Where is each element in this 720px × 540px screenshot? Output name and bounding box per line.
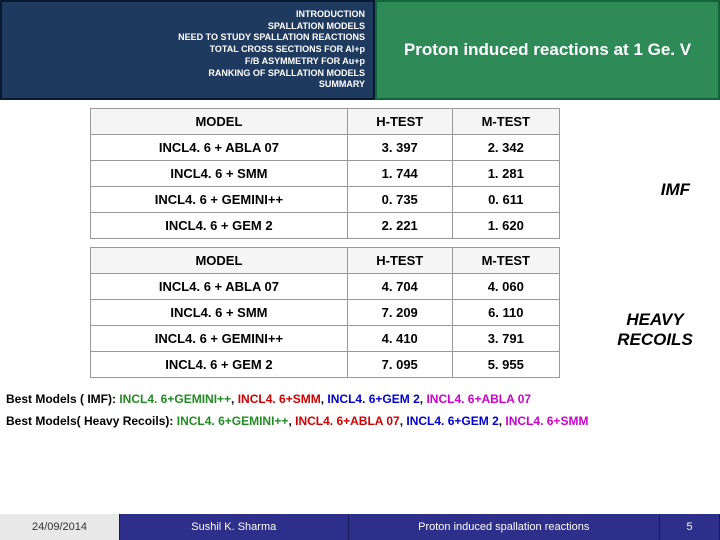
rank-4: INCL4. 6+SMM: [505, 414, 588, 428]
table-row: INCL4. 6 + GEM 2 2. 221 1. 620: [91, 213, 560, 239]
table-header-row: MODEL H-TEST M-TEST: [91, 109, 560, 135]
col-header: H-TEST: [347, 248, 452, 274]
title-panel: Proton induced reactions at 1 Ge. V: [375, 0, 720, 100]
footer-bar: 24/09/2014 Sushil K. Sharma Proton induc…: [0, 514, 720, 540]
cell: 7. 095: [347, 352, 452, 378]
cell: 4. 704: [347, 274, 452, 300]
footer-page: 5: [660, 514, 720, 540]
cell: INCL4. 6 + GEM 2: [91, 213, 348, 239]
best-line-heavy: Best Models( Heavy Recoils): INCL4. 6+GE…: [6, 414, 714, 428]
col-header: MODEL: [91, 248, 348, 274]
cell: 4. 410: [347, 326, 452, 352]
cell: INCL4. 6 + SMM: [91, 300, 348, 326]
cell: INCL4. 6 + GEM 2: [91, 352, 348, 378]
nav-panel: INTRODUCTION SPALLATION MODELS NEED TO S…: [0, 0, 375, 100]
nav-item: RANKING OF SPALLATION MODELS: [178, 68, 365, 80]
cell: INCL4. 6 + SMM: [91, 161, 348, 187]
header-bar: INTRODUCTION SPALLATION MODELS NEED TO S…: [0, 0, 720, 100]
cell: 0. 735: [347, 187, 452, 213]
side-label-heavy: HEAVY RECOILS: [600, 310, 710, 350]
nav-item: F/B ASYMMETRY FOR Au+p: [178, 56, 365, 68]
best-label: Best Models ( IMF):: [6, 392, 119, 406]
table-row: INCL4. 6 + GEM 2 7. 095 5. 955: [91, 352, 560, 378]
nav-list: INTRODUCTION SPALLATION MODELS NEED TO S…: [178, 9, 365, 91]
cell: 1. 281: [452, 161, 559, 187]
table-row: INCL4. 6 + SMM 7. 209 6. 110: [91, 300, 560, 326]
footer-topic: Proton induced spallation reactions: [349, 514, 661, 540]
page-title: Proton induced reactions at 1 Ge. V: [404, 40, 691, 60]
cell: 1. 744: [347, 161, 452, 187]
table-row: INCL4. 6 + ABLA 07 3. 397 2. 342: [91, 135, 560, 161]
nav-item: NEED TO STUDY SPALLATION REACTIONS: [178, 32, 365, 44]
best-label: Best Models( Heavy Recoils):: [6, 414, 173, 428]
rank-3: INCL4. 6+GEM 2: [327, 392, 419, 406]
nav-item: SPALLATION MODELS: [178, 21, 365, 33]
best-models-summary: Best Models ( IMF): INCL4. 6+GEMINI++, I…: [0, 392, 720, 428]
table-heavy-recoils: MODEL H-TEST M-TEST INCL4. 6 + ABLA 07 4…: [90, 247, 560, 378]
rank-1: INCL4. 6+GEMINI++: [177, 414, 289, 428]
table-row: INCL4. 6 + GEMINI++ 4. 410 3. 791: [91, 326, 560, 352]
cell: 2. 342: [452, 135, 559, 161]
cell: 3. 397: [347, 135, 452, 161]
cell: INCL4. 6 + ABLA 07: [91, 274, 348, 300]
cell: INCL4. 6 + ABLA 07: [91, 135, 348, 161]
table-header-row: MODEL H-TEST M-TEST: [91, 248, 560, 274]
best-line-imf: Best Models ( IMF): INCL4. 6+GEMINI++, I…: [6, 392, 714, 406]
footer-author: Sushil K. Sharma: [120, 514, 349, 540]
tables-area: MODEL H-TEST M-TEST INCL4. 6 + ABLA 07 3…: [0, 100, 720, 378]
nav-item: TOTAL CROSS SECTIONS FOR Al+p: [178, 44, 365, 56]
col-header: H-TEST: [347, 109, 452, 135]
cell: 7. 209: [347, 300, 452, 326]
rank-2: INCL4. 6+ABLA 07: [295, 414, 400, 428]
nav-item: INTRODUCTION: [178, 9, 365, 21]
cell: INCL4. 6 + GEMINI++: [91, 187, 348, 213]
table-imf: MODEL H-TEST M-TEST INCL4. 6 + ABLA 07 3…: [90, 108, 560, 239]
cell: 2. 221: [347, 213, 452, 239]
rank-2: INCL4. 6+SMM: [238, 392, 321, 406]
rank-4: INCL4. 6+ABLA 07: [426, 392, 531, 406]
table-row: INCL4. 6 + SMM 1. 744 1. 281: [91, 161, 560, 187]
table-row: INCL4. 6 + GEMINI++ 0. 735 0. 611: [91, 187, 560, 213]
col-header: M-TEST: [452, 248, 559, 274]
side-label-imf: IMF: [661, 180, 690, 200]
col-header: M-TEST: [452, 109, 559, 135]
table-row: INCL4. 6 + ABLA 07 4. 704 4. 060: [91, 274, 560, 300]
rank-3: INCL4. 6+GEM 2: [406, 414, 498, 428]
nav-item: SUMMARY: [178, 79, 365, 91]
col-header: MODEL: [91, 109, 348, 135]
cell: 5. 955: [452, 352, 559, 378]
rank-1: INCL4. 6+GEMINI++: [119, 392, 231, 406]
cell: 6. 110: [452, 300, 559, 326]
cell: 0. 611: [452, 187, 559, 213]
footer-date: 24/09/2014: [0, 514, 120, 540]
cell: 4. 060: [452, 274, 559, 300]
cell: INCL4. 6 + GEMINI++: [91, 326, 348, 352]
cell: 1. 620: [452, 213, 559, 239]
cell: 3. 791: [452, 326, 559, 352]
